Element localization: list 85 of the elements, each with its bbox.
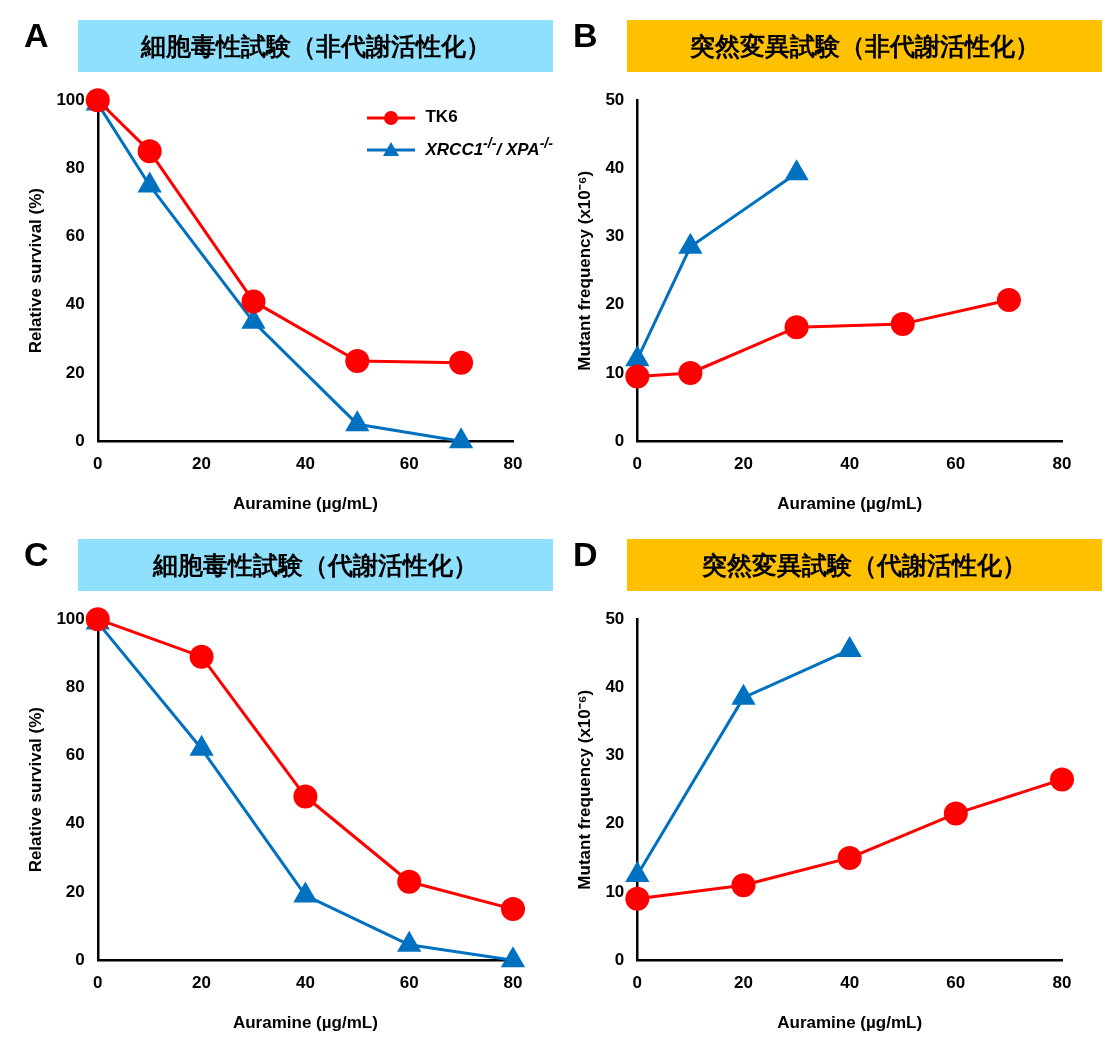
x-tick-label: 60: [946, 454, 966, 474]
y-tick-label: 30: [605, 745, 625, 765]
point: [731, 683, 756, 705]
point: [784, 315, 809, 340]
y-tick-label: 50: [605, 608, 625, 628]
point: [625, 886, 650, 911]
x-tick-label: 20: [734, 454, 753, 474]
legend-label: XRCC1$^{-/-}$/ XPA$^{-/-}$: [425, 135, 553, 159]
chart-title: 突然変異試験（代謝活性化）: [702, 549, 1027, 582]
y-tick-label: 50: [605, 89, 625, 109]
point: [943, 801, 968, 826]
y-axis-title: Mutant frequency (x10⁻⁶): [574, 170, 594, 371]
point: [293, 881, 318, 903]
y-tick-label: 100: [56, 608, 85, 628]
point: [448, 427, 474, 449]
point: [837, 635, 862, 657]
x-tick-label: 80: [1052, 973, 1072, 993]
chart-title: 細胞毒性試験（代謝活性化）: [153, 549, 478, 582]
x-axis-title: Auramine (µg/mL): [777, 1013, 923, 1033]
y-tick-label: 100: [56, 89, 85, 109]
y-tick-label: 20: [65, 881, 85, 901]
x-tick-label: 80: [503, 454, 523, 474]
x-tick-label: 40: [295, 973, 315, 993]
y-tick-label: 10: [605, 362, 625, 382]
point: [837, 845, 862, 870]
point: [784, 159, 809, 181]
point: [625, 364, 650, 389]
y-tick-label: 0: [614, 430, 625, 450]
y-tick-label: 0: [75, 430, 85, 450]
y-tick-label: 20: [605, 813, 625, 833]
point: [1050, 767, 1074, 792]
y-tick-label: 40: [605, 677, 625, 697]
x-tick-label: 60: [399, 973, 419, 993]
chart-title: 突然変異試験（非代謝活性化）: [689, 30, 1040, 63]
x-tick-label: 40: [840, 973, 860, 993]
chart-title: 細胞毒性試験（非代謝活性化）: [140, 30, 491, 63]
point: [996, 288, 1021, 313]
x-tick-label: 60: [399, 454, 419, 474]
y-tick-label: 60: [65, 745, 85, 765]
point: [397, 930, 422, 952]
x-axis-title: Auramine (µg/mL): [777, 494, 923, 514]
y-tick-label: 40: [605, 158, 625, 178]
y-axis-title: Relative survival (%): [25, 188, 45, 354]
y-tick-label: 10: [605, 881, 625, 901]
y-tick-label: 40: [65, 813, 85, 833]
text: D: [573, 535, 598, 574]
y-tick-label: 80: [65, 158, 85, 178]
x-axis-title: Auramine (µg/mL): [232, 494, 378, 514]
x-tick-label: 60: [946, 973, 966, 993]
x-tick-label: 40: [840, 454, 860, 474]
point: [137, 139, 162, 164]
legend-label: TK6: [425, 107, 458, 126]
x-tick-label: 20: [192, 973, 212, 993]
y-tick-label: 20: [605, 294, 625, 314]
point: [189, 644, 214, 669]
point: [678, 232, 703, 254]
x-tick-label: 40: [295, 454, 315, 474]
point: [678, 361, 703, 385]
text: B: [573, 16, 598, 55]
x-tick-label: 80: [503, 973, 523, 993]
x-tick-label: 20: [734, 973, 753, 993]
point: [731, 873, 756, 898]
y-tick-label: 40: [65, 294, 85, 314]
y-tick-label: 30: [605, 226, 625, 246]
x-tick-label: 0: [93, 454, 103, 474]
y-tick-label: 80: [65, 677, 85, 697]
x-tick-label: 80: [1052, 454, 1072, 474]
x-tick-label: 0: [93, 973, 103, 993]
point: [241, 289, 266, 314]
y-tick-label: 0: [75, 949, 85, 969]
y-axis-title: Relative survival (%): [25, 707, 45, 873]
point: [500, 946, 526, 968]
y-tick-label: 0: [614, 949, 625, 969]
point: [890, 311, 915, 336]
text: A: [24, 16, 49, 55]
point: [293, 784, 318, 809]
y-tick-label: 60: [65, 226, 85, 246]
y-axis-title: Mutant frequency (x10⁻⁶): [574, 689, 594, 890]
x-tick-label: 0: [632, 454, 643, 474]
x-axis-title: Auramine (µg/mL): [232, 1013, 378, 1033]
text: C: [24, 535, 49, 574]
x-tick-label: 0: [632, 973, 643, 993]
point: [345, 410, 370, 432]
x-tick-label: 20: [192, 454, 212, 474]
y-tick-label: 20: [65, 362, 85, 382]
